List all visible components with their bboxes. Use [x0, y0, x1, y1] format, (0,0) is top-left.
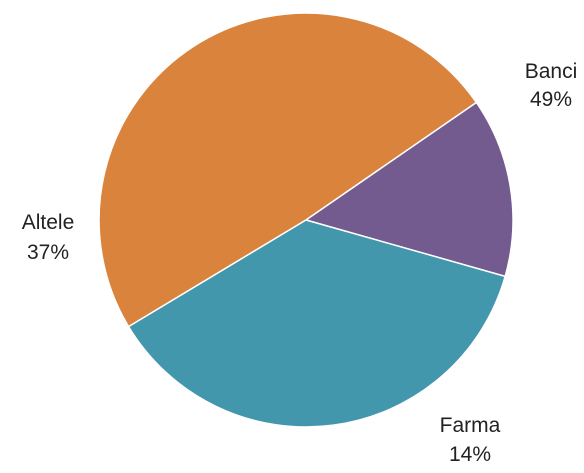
slice-label-farma: Farma	[440, 414, 501, 437]
pie-slice-banci	[98, 12, 478, 328]
slices-layer	[98, 12, 514, 428]
labels-layer: Banci 49% Farma 14% Altele 37%	[22, 60, 578, 466]
pie-slice-altele	[127, 219, 507, 428]
slice-label-altele: Altele	[22, 211, 75, 234]
slice-percent-banci: 49%	[530, 88, 572, 111]
slice-percent-altele: 37%	[27, 241, 69, 264]
slice-label-banci: Banci	[525, 60, 578, 83]
slice-percent-farma: 14%	[449, 443, 491, 466]
pie-slice-farma	[304, 101, 514, 278]
